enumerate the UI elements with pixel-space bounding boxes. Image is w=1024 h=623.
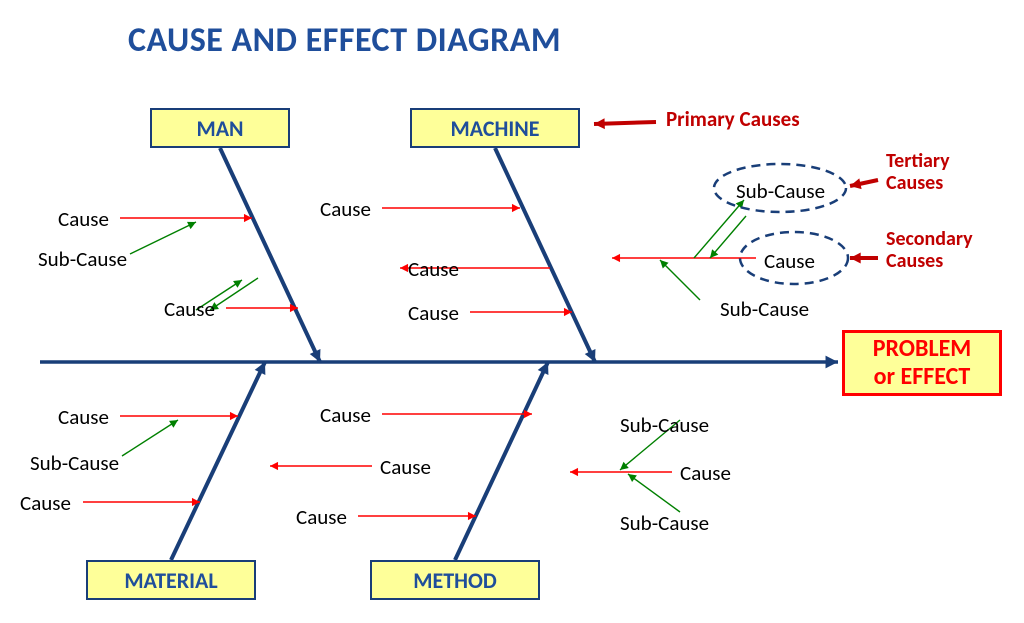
diagram-canvas — [0, 0, 1024, 623]
effect-label-line1: PROBLEM — [873, 334, 972, 363]
cause-label: Cause — [296, 504, 347, 530]
category-label: METHOD — [413, 567, 496, 594]
subcause-label: Sub-Cause — [38, 246, 127, 272]
cause-label: Cause — [164, 296, 215, 322]
category-box-method: METHOD — [370, 560, 540, 600]
subcause-label: Sub-Cause — [30, 450, 119, 476]
effect-label: PROBLEM or EFFECT — [873, 335, 972, 390]
category-box-material: MATERIAL — [86, 560, 256, 600]
cause-label: Cause — [20, 490, 71, 516]
diagram-title: CAUSE AND EFFECT DIAGRAM — [128, 20, 561, 61]
category-label: MAN — [196, 115, 243, 142]
cause-label: Cause — [320, 196, 371, 222]
cause-label: Cause — [680, 460, 731, 486]
subcause-label: Sub-Cause — [736, 178, 825, 204]
annotation-label: Primary Causes — [666, 108, 800, 131]
annotation-label: SecondaryCauses — [886, 228, 973, 272]
cause-label: Cause — [764, 248, 815, 274]
category-label: MATERIAL — [124, 567, 217, 594]
annotation-label: TertiaryCauses — [886, 150, 950, 194]
category-label: MACHINE — [451, 115, 540, 142]
subcause-label: Sub-Cause — [620, 412, 709, 438]
category-box-man: MAN — [150, 108, 290, 148]
cause-label: Cause — [58, 206, 109, 232]
subcause-label: Sub-Cause — [720, 296, 809, 322]
effect-box: PROBLEM or EFFECT — [842, 330, 1002, 396]
cause-label: Cause — [58, 404, 109, 430]
cause-label: Cause — [380, 454, 431, 480]
cause-label: Cause — [408, 300, 459, 326]
cause-label: Cause — [320, 402, 371, 428]
cause-label: Cause — [408, 256, 459, 282]
category-box-machine: MACHINE — [410, 108, 580, 148]
subcause-label: Sub-Cause — [620, 510, 709, 536]
effect-label-line2: or EFFECT — [874, 362, 971, 391]
